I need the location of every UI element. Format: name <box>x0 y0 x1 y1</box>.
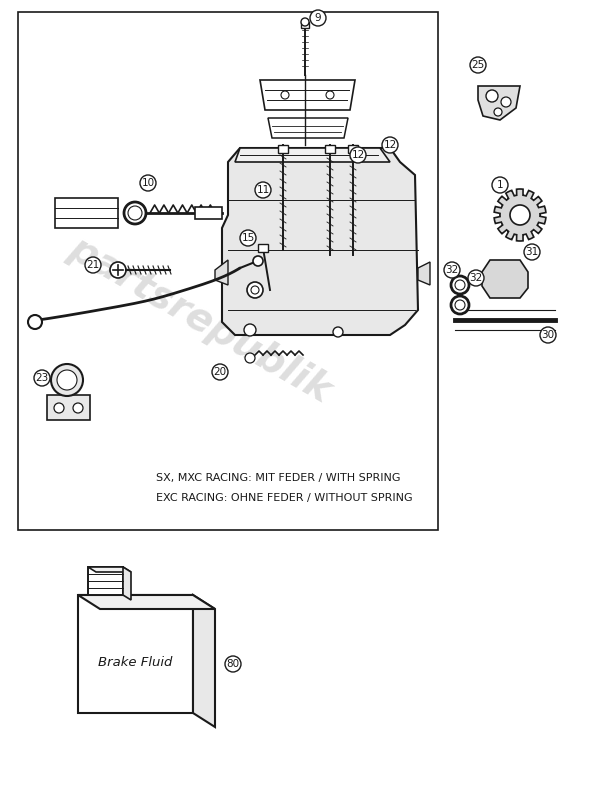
Polygon shape <box>268 118 348 138</box>
Circle shape <box>212 364 228 380</box>
Circle shape <box>455 280 465 290</box>
Circle shape <box>524 244 540 260</box>
Polygon shape <box>215 260 228 285</box>
Circle shape <box>110 262 126 278</box>
Polygon shape <box>195 207 222 219</box>
Text: 30: 30 <box>541 330 555 340</box>
Circle shape <box>51 364 83 396</box>
Bar <box>301 22 309 28</box>
Text: EXC RACING: OHNE FEDER / WITHOUT SPRING: EXC RACING: OHNE FEDER / WITHOUT SPRING <box>156 493 412 503</box>
Polygon shape <box>193 595 215 727</box>
Text: 10: 10 <box>141 178 155 188</box>
Circle shape <box>140 175 156 191</box>
Text: 1: 1 <box>497 180 503 190</box>
Circle shape <box>244 324 256 336</box>
Text: 20: 20 <box>213 367 227 377</box>
Circle shape <box>333 327 343 337</box>
Polygon shape <box>478 86 520 120</box>
Circle shape <box>301 18 309 26</box>
Polygon shape <box>123 567 131 600</box>
Circle shape <box>225 656 241 672</box>
Text: 11: 11 <box>257 185 269 195</box>
Text: SX, MXC RACING: MIT FEDER / WITH SPRING: SX, MXC RACING: MIT FEDER / WITH SPRING <box>156 473 400 483</box>
Text: 23: 23 <box>35 373 49 383</box>
Polygon shape <box>47 395 90 420</box>
Circle shape <box>240 230 256 246</box>
Polygon shape <box>418 262 430 285</box>
Circle shape <box>468 270 484 286</box>
Circle shape <box>492 177 508 193</box>
Circle shape <box>540 327 556 343</box>
Text: 15: 15 <box>241 233 255 243</box>
Text: 25: 25 <box>471 60 485 70</box>
Text: 12: 12 <box>383 140 397 150</box>
Circle shape <box>455 300 465 310</box>
Text: 80: 80 <box>227 659 240 669</box>
Text: 12: 12 <box>351 150 365 160</box>
Circle shape <box>28 315 42 329</box>
Circle shape <box>486 90 498 102</box>
Bar <box>18 12 438 530</box>
Bar <box>325 145 335 153</box>
Circle shape <box>73 403 83 413</box>
Polygon shape <box>88 567 123 595</box>
Text: 32: 32 <box>469 273 483 283</box>
Circle shape <box>310 10 326 26</box>
Polygon shape <box>494 189 546 241</box>
Circle shape <box>34 370 50 386</box>
Text: partsrepublik: partsrepublik <box>62 229 338 411</box>
Text: Brake Fluid: Brake Fluid <box>98 656 172 668</box>
Circle shape <box>124 202 146 224</box>
Polygon shape <box>55 198 118 228</box>
Circle shape <box>350 147 366 163</box>
Circle shape <box>451 276 469 294</box>
Text: 9: 9 <box>315 13 321 23</box>
Bar <box>348 145 358 153</box>
Bar <box>258 244 268 252</box>
Circle shape <box>128 206 142 220</box>
Circle shape <box>451 296 469 314</box>
Circle shape <box>510 205 530 225</box>
Bar <box>278 145 288 153</box>
Polygon shape <box>260 80 355 110</box>
Circle shape <box>85 257 101 273</box>
Polygon shape <box>222 148 418 335</box>
Polygon shape <box>78 595 215 609</box>
Text: 32: 32 <box>445 265 459 275</box>
Text: 21: 21 <box>86 260 100 270</box>
Circle shape <box>494 108 502 116</box>
Circle shape <box>444 262 460 278</box>
Circle shape <box>57 370 77 390</box>
Polygon shape <box>235 148 390 162</box>
Circle shape <box>501 97 511 107</box>
Circle shape <box>245 353 255 363</box>
Polygon shape <box>88 567 131 572</box>
Circle shape <box>251 286 259 294</box>
Circle shape <box>382 137 398 153</box>
Text: 31: 31 <box>525 247 539 257</box>
Polygon shape <box>482 260 528 298</box>
Circle shape <box>54 403 64 413</box>
Circle shape <box>470 57 486 73</box>
Circle shape <box>255 182 271 198</box>
Circle shape <box>253 256 263 266</box>
Circle shape <box>247 282 263 298</box>
Polygon shape <box>78 595 193 713</box>
